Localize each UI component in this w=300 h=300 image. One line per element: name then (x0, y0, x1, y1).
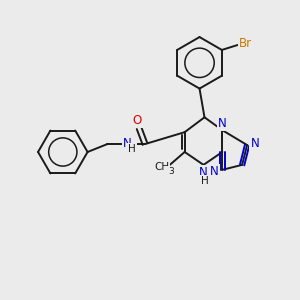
Text: N: N (210, 165, 219, 178)
Text: O: O (133, 114, 142, 127)
Text: Br: Br (239, 38, 252, 50)
Text: CH: CH (154, 162, 170, 172)
Text: N: N (123, 136, 132, 150)
Text: N: N (250, 136, 260, 150)
Text: H: H (128, 144, 136, 154)
Text: N: N (199, 166, 208, 179)
Text: N: N (218, 117, 227, 130)
Text: 3: 3 (168, 167, 174, 176)
Text: H: H (201, 176, 208, 186)
